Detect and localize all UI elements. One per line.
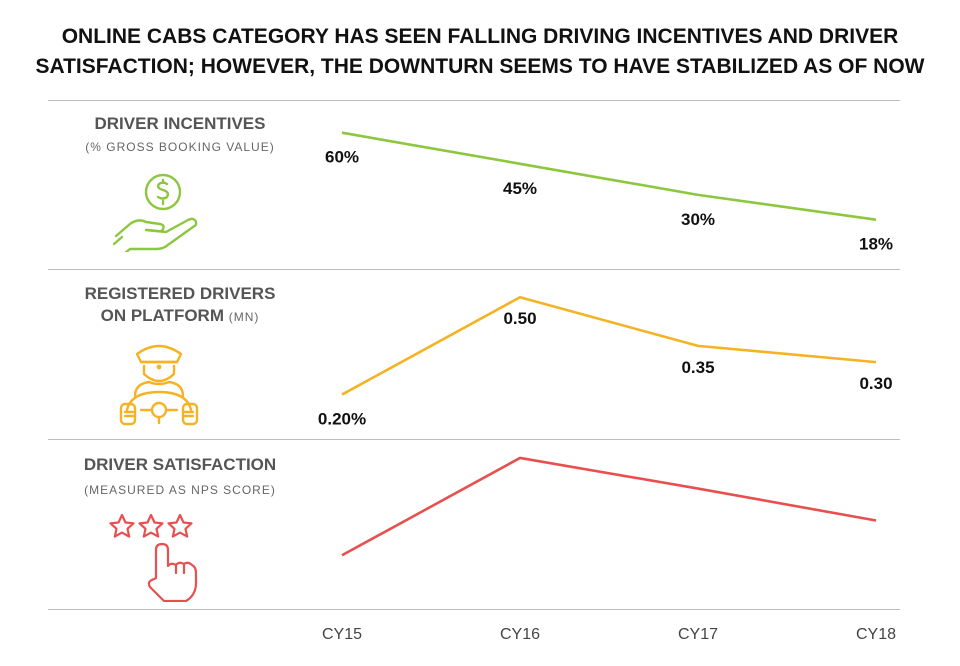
driver-icon [119,344,199,426]
incentives-label: DRIVER INCENTIVES [94,114,266,133]
series-1-data-label-1: 60% [325,148,359,167]
title-line-2: SATISFACTION; HOWEVER, THE DOWNTURN SEEM… [35,55,925,78]
x-tick-label-cy15: CY15 [322,626,362,643]
drivers-label-line2: ON PLATFORM (MN) [40,305,320,328]
divider-1 [48,269,900,270]
series-1-data-label-2: 45% [503,179,537,198]
drivers-label-line1: REGISTERED DRIVERS [84,284,276,303]
drivers-sublabel: (MN) [228,310,260,324]
x-tick-label-cy17: CY17 [678,626,718,643]
money-hand-icon [112,173,198,252]
series-1-data-label-4: 18% [859,235,893,254]
series-2-data-label-3: 0.35 [681,358,714,377]
star-rating-hand-icon [109,513,198,602]
divider-2 [48,439,900,440]
satisfaction-label: DRIVER SATISFACTION [83,455,277,474]
satisfaction-sublabel: (MEASURED AS NPS SCORE) [84,483,276,497]
drivers-label-line2-text: ON PLATFORM [100,306,224,325]
series-line-3 [341,456,877,557]
drivers-label: REGISTERED DRIVERS ON PLATFORM (MN) [40,283,320,328]
series-2-data-label-1: 0.20% [318,410,366,429]
chart-title: ONLINE CABS CATEGORY HAS SEEN FALLING DR… [20,22,940,82]
series-2-data-label-4: 0.30 [859,374,892,393]
series-line-2 [341,295,877,396]
x-tick-label-cy18: CY18 [856,626,896,643]
series-1-data-label-3: 30% [681,210,715,229]
x-tick-label-cy16: CY16 [500,626,540,643]
incentives-sublabel: (% GROSS BOOKING VALUE) [85,140,275,154]
title-line-1: ONLINE CABS CATEGORY HAS SEEN FALLING DR… [61,25,899,48]
divider-top [48,100,900,101]
divider-bottom [48,609,900,610]
series-2-data-label-2: 0.50 [503,309,536,328]
series-line-1 [341,131,877,222]
